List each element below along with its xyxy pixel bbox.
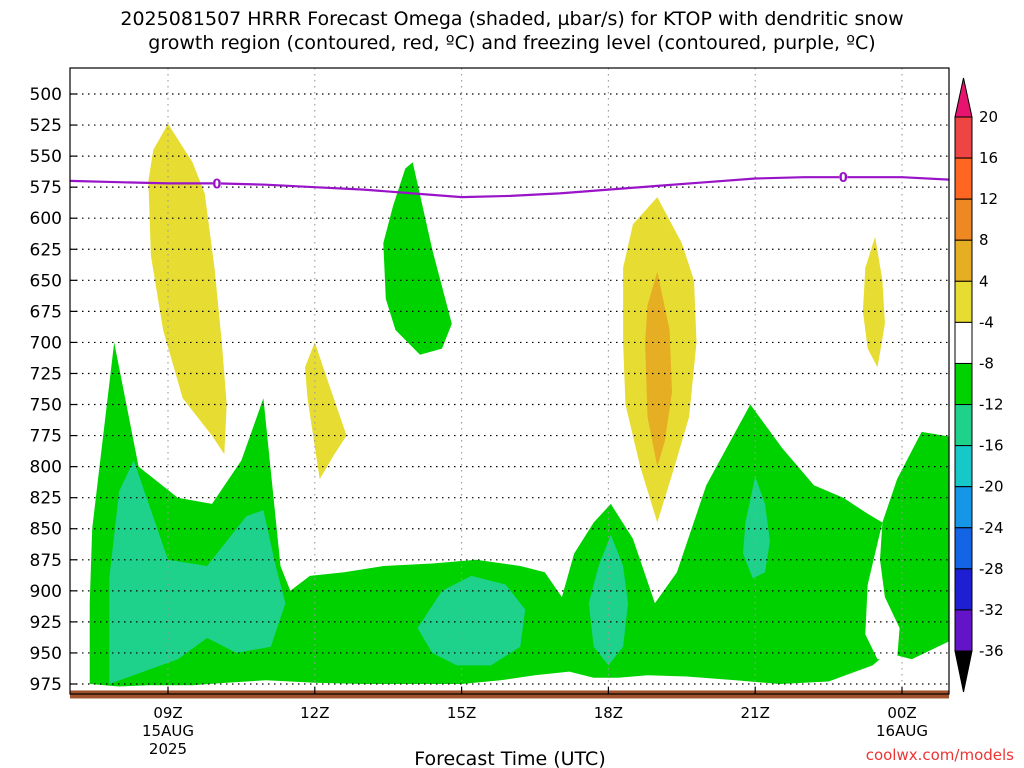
colorbar-box-12 [954, 609, 973, 652]
y-tick-label-18: 950 [30, 644, 62, 664]
colorbar-label-10: -24 [979, 519, 1004, 537]
colorbar-label-8: -16 [979, 437, 1004, 455]
colorbar-label-12: -32 [979, 601, 1004, 619]
colorbar-box-6 [954, 362, 973, 406]
y-tick-label-15: 875 [30, 551, 62, 571]
colorbar-label-7: -12 [979, 396, 1004, 414]
omega-region-10 [862, 236, 885, 368]
x-tick-label-4: 21Z [741, 704, 770, 722]
y-tick-label-17: 925 [30, 613, 62, 633]
y-tick-label-11: 775 [30, 427, 62, 447]
y-axis: 500 525 550 575 600 625 650 675 700 725 750 775 800 8… [30, 85, 77, 695]
colorbar: 20 16 12 8 4 -4 -8 -12 -16 -20 -24 -28 -32 -36 [954, 77, 1004, 693]
grid-layer [70, 68, 949, 694]
y-tick-label-13: 825 [30, 489, 62, 509]
y-tick-label-9: 725 [30, 364, 62, 384]
y-tick-label-8: 700 [30, 333, 62, 353]
x-tick-label-0: 09Z [153, 704, 182, 722]
x-tick-label-3: 18Z [594, 704, 623, 722]
colorbar-label-9: -20 [979, 478, 1004, 496]
colorbar-box-9 [954, 486, 973, 529]
chart-title-line-1: 2025081507 HRRR Forecast Omega (shaded, … [120, 8, 904, 30]
freezing-level-label-0: 0 [212, 177, 221, 192]
x-tick-date-0: 15AUG [142, 722, 194, 740]
colorbar-label-11: -28 [979, 560, 1004, 578]
x-axis-label: Forecast Time (UTC) [414, 748, 605, 768]
y-tick-label-19: 975 [30, 675, 62, 695]
omega-region-7 [305, 342, 347, 480]
colorbar-label-13: -36 [979, 642, 1004, 660]
colorbar-box-10 [954, 527, 973, 570]
colorbar-label-0: 20 [979, 108, 998, 126]
omega-region-2 [109, 460, 286, 684]
freezing-label-bg-1 [839, 171, 848, 184]
y-tick-label-4: 600 [30, 209, 62, 229]
y-tick-label-3: 575 [30, 178, 62, 198]
colorbar-box-8 [954, 445, 973, 488]
y-tick-label-2: 550 [30, 147, 62, 167]
omega-region-1 [383, 162, 452, 355]
omega-hole-0 [865, 522, 900, 660]
x-tick-date-5: 16AUG [876, 722, 928, 740]
freezing-level-label-1: 0 [839, 171, 848, 186]
chart-title-line-2: growth region (contoured, red, ºC) and f… [148, 32, 876, 54]
omega-region-0 [89, 342, 949, 687]
colorbar-label-6: -8 [979, 354, 994, 372]
omega-region-4 [588, 534, 628, 666]
colorbar-label-1: 16 [979, 149, 998, 167]
colorbar-box-11 [954, 568, 973, 611]
y-tick-label-6: 650 [30, 271, 62, 291]
omega-region-3 [417, 575, 526, 666]
y-tick-label-10: 750 [30, 396, 62, 416]
x-tick-label-5: 00Z [887, 704, 916, 722]
colorbar-box-5 [954, 321, 973, 364]
y-tick-label-12: 800 [30, 458, 62, 478]
colorbar-top-triangle [954, 77, 973, 118]
colorbar-box-4 [954, 280, 973, 323]
colorbar-box-2 [954, 198, 973, 241]
colorbar-label-5: -4 [979, 313, 994, 331]
colorbar-label-4: 4 [979, 272, 989, 290]
x-tick-label-2: 15Z [447, 704, 476, 722]
freezing-label-bg-0 [212, 177, 221, 190]
y-tick-label-14: 850 [30, 520, 62, 540]
omega-region-9 [645, 271, 672, 467]
y-tick-label-0: 500 [30, 85, 62, 105]
omega-region-5 [743, 476, 770, 579]
x-tick-year-0: 2025 [149, 740, 187, 758]
colorbar-box-7 [954, 404, 973, 447]
colorbar-label-2: 12 [979, 190, 998, 208]
colorbar-box-0 [954, 116, 973, 159]
colorbar-box-1 [954, 157, 973, 200]
shaded-field-layer [89, 123, 949, 687]
y-tick-label-1: 525 [30, 116, 62, 136]
colorbar-label-3: 8 [979, 231, 989, 249]
x-tick-label-1: 12Z [300, 704, 329, 722]
credit-text: coolwx.com/models [866, 746, 1014, 764]
colorbar-box-3 [954, 239, 973, 282]
y-tick-label-5: 625 [30, 240, 62, 260]
y-tick-label-7: 675 [30, 302, 62, 322]
colorbar-bottom-triangle [954, 650, 973, 693]
plot-frame [69, 67, 950, 695]
y-tick-label-16: 900 [30, 582, 62, 602]
